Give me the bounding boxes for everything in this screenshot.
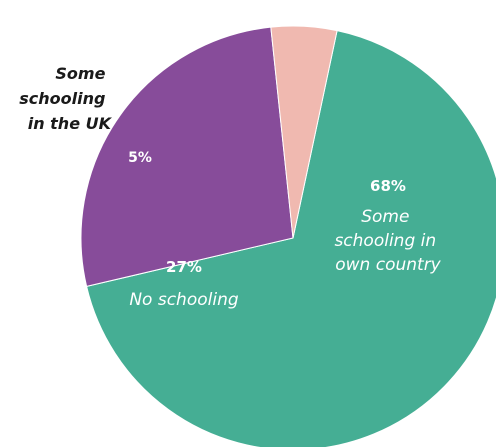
slice-label-uk: Some schooling in the UK xyxy=(19,64,112,133)
pie-slices xyxy=(80,25,496,447)
slice-label-no-schooling-line-1: No schooling xyxy=(129,290,239,310)
slice-label-uk-line-1: Some xyxy=(55,64,105,83)
slice-label-own-country-line-1: Some xyxy=(361,207,409,227)
slice-label-uk-line-3: in the UK xyxy=(28,114,113,133)
pie-slice-uk xyxy=(270,25,338,239)
slice-value-label-no-schooling: 27% xyxy=(166,258,202,276)
slice-label-own-country: Some schooling in own country xyxy=(334,207,441,275)
pie-slice-no-schooling xyxy=(80,26,294,288)
slice-label-own-country-line-2: schooling in xyxy=(334,231,436,251)
slice-label-own-country-line-3: own country xyxy=(335,255,441,275)
slice-label-uk-line-2: schooling xyxy=(19,89,105,108)
slice-value-label-uk: 5% xyxy=(128,150,152,166)
slice-label-no-schooling: No schooling xyxy=(129,290,239,310)
slice-value-label-own-country: 68% xyxy=(370,177,406,195)
